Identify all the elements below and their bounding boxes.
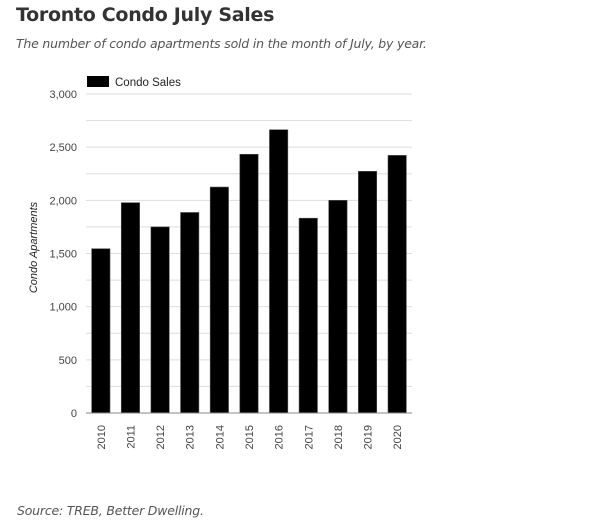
- x-tick-label: 2019: [363, 425, 375, 449]
- y-tick-label: 1,500: [49, 249, 77, 261]
- y-tick-label: 0: [71, 408, 77, 420]
- y-tick-label: 3,000: [49, 89, 77, 101]
- bar-2013: [180, 212, 200, 414]
- y-tick-label: 2,000: [49, 195, 77, 207]
- x-tick-label: 2020: [392, 425, 404, 449]
- x-tick-label: 2011: [125, 425, 137, 449]
- x-tick-label: 2010: [96, 425, 108, 449]
- gridlines: [86, 93, 412, 387]
- x-axis-ticks: 2010 2011 2012 2013 2014 2015 2016 2017 2018 2019…: [96, 425, 404, 449]
- x-tick-label: 2016: [274, 425, 286, 449]
- legend-label-condo-sales: Condo Sales: [115, 77, 181, 89]
- bar-2016: [269, 129, 289, 414]
- bar-2015: [239, 153, 259, 414]
- y-axis-label: Condo Apartments: [28, 201, 40, 293]
- y-tick-label: 500: [59, 355, 77, 367]
- bar-2018: [328, 200, 348, 414]
- bar-2017: [298, 217, 318, 414]
- bar-2011: [120, 202, 140, 414]
- y-axis-ticks: 0 500 1,000 1,500 2,000 2,500 3,000: [49, 89, 77, 420]
- bar-2020: [387, 155, 407, 414]
- y-tick-label: 2,500: [49, 142, 77, 154]
- chart-subtitle: The number of condo apartments sold in t…: [16, 36, 427, 51]
- source-note: Source: TREB, Better Dwelling.: [17, 503, 204, 518]
- bar-2014: [209, 186, 229, 414]
- x-tick-label: 2014: [214, 425, 226, 449]
- legend-swatch-condo-sales: [87, 76, 109, 87]
- bar-2012: [150, 226, 170, 414]
- bars: [91, 129, 407, 414]
- x-tick-label: 2017: [303, 425, 315, 449]
- y-tick-label: 1,000: [49, 302, 77, 314]
- x-tick-label: 2012: [155, 425, 167, 449]
- x-tick-label: 2013: [185, 425, 197, 449]
- legend: Condo Sales: [87, 76, 181, 89]
- chart-title: Toronto Condo July Sales: [16, 4, 275, 26]
- x-tick-label: 2015: [244, 425, 256, 449]
- bar-2019: [358, 171, 378, 414]
- bar-2010: [91, 248, 111, 414]
- x-tick-label: 2018: [333, 425, 345, 449]
